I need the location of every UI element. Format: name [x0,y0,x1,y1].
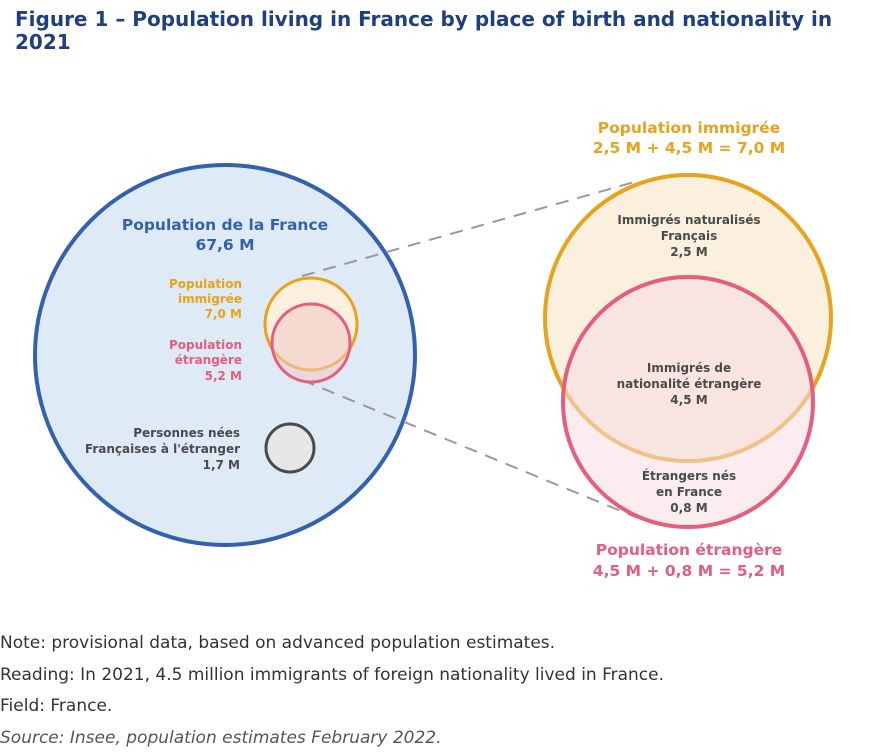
nees-etranger-label-line2: Françaises à l'étranger [85,442,240,456]
immigree-value: 7,0 M [205,307,242,321]
france-population-label: Population de la France [122,216,328,234]
nationalite-etrangere-label-line1: Immigrés de [647,361,731,375]
immigree-header-label: Population immigrée [598,119,780,137]
etrangers-nes-france-label-line2: en France [656,485,722,499]
notes-section: Note: provisional data, based on advance… [0,628,874,754]
etrangers-nes-france-value: 0,8 M [670,501,707,515]
etrangere-label-line1: Population [169,338,242,352]
field-text: Field: France. [0,691,874,723]
naturalises-label-line1: Immigrés naturalisés [617,213,760,227]
naturalises-value: 2,5 M [670,245,707,259]
nees-etranger-value: 1,7 M [203,458,240,472]
etrangere-value: 5,2 M [205,369,242,383]
etrangere-label-line2: étrangère [175,353,242,367]
note-text: Note: provisional data, based on advance… [0,628,874,660]
source-text: Source: Insee, population estimates Febr… [0,723,874,754]
nationalite-etrangere-value: 4,5 M [670,393,707,407]
etrangere-header-label: Population étrangère [596,541,783,559]
naturalises-label-line2: Français [661,229,717,243]
venn-diagram: Population de la France 67,6 M Populatio… [0,0,874,600]
nees-etranger-circle [266,424,314,472]
reading-text: Reading: In 2021, 4.5 million immigrants… [0,660,874,692]
immigree-label-line2: immigrée [178,292,242,306]
nationalite-etrangere-label-line2: nationalité étrangère [617,377,762,391]
immigree-header-formula: 2,5 M + 4,5 M = 7,0 M [593,139,785,157]
france-population-value: 67,6 M [195,236,254,254]
etrangere-small-circle [272,304,350,382]
immigree-label-line1: Population [169,277,242,291]
etrangere-header-formula: 4,5 M + 0,8 M = 5,2 M [593,562,785,580]
nees-etranger-label-line1: Personnes nées [133,426,240,440]
etrangers-nes-france-label-line1: Étrangers nés [642,468,736,483]
